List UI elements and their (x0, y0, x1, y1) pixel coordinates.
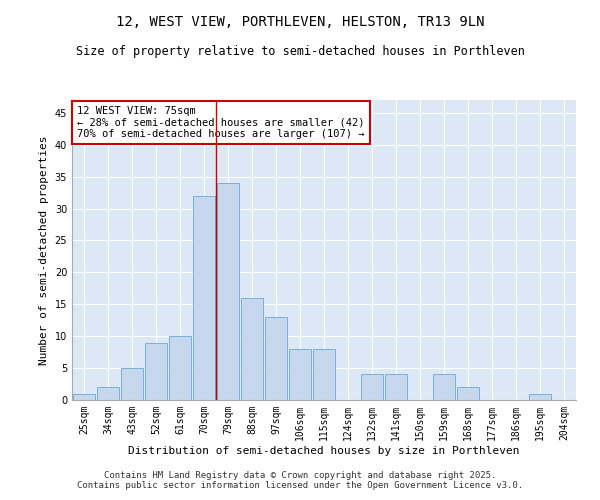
Bar (97, 387, 119, 400)
Text: 12 WEST VIEW: 75sqm
← 28% of semi-detached houses are smaller (42)
70% of semi-d: 12 WEST VIEW: 75sqm ← 28% of semi-detach… (77, 106, 365, 139)
X-axis label: Distribution of semi-detached houses by size in Porthleven: Distribution of semi-detached houses by … (128, 446, 520, 456)
Bar (121, 368, 143, 400)
Bar (433, 374, 455, 400)
Text: Size of property relative to semi-detached houses in Porthleven: Size of property relative to semi-detach… (76, 45, 524, 58)
Bar (529, 394, 551, 400)
Bar (289, 349, 311, 400)
Bar (73, 394, 95, 400)
Y-axis label: Number of semi-detached properties: Number of semi-detached properties (39, 135, 49, 365)
Bar (169, 336, 191, 400)
Text: 12, WEST VIEW, PORTHLEVEN, HELSTON, TR13 9LN: 12, WEST VIEW, PORTHLEVEN, HELSTON, TR13… (116, 15, 484, 29)
Bar (217, 183, 239, 400)
Bar (241, 298, 263, 400)
Bar (145, 342, 167, 400)
Bar (265, 317, 287, 400)
Bar (313, 349, 335, 400)
Text: Contains HM Land Registry data © Crown copyright and database right 2025.
Contai: Contains HM Land Registry data © Crown c… (77, 470, 523, 490)
Bar (385, 374, 407, 400)
Bar (457, 387, 479, 400)
Bar (193, 196, 215, 400)
Bar (361, 374, 383, 400)
